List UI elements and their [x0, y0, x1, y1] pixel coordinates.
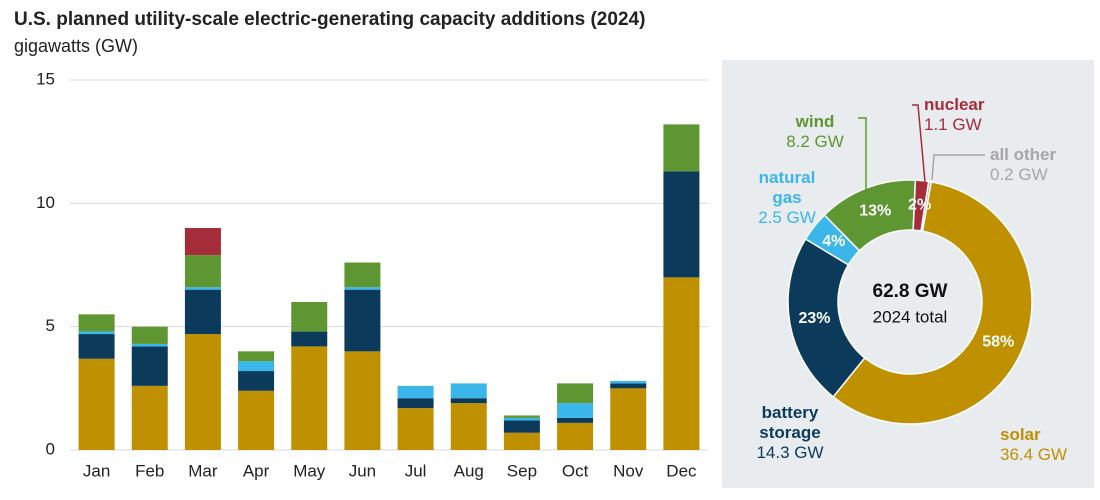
bar-segment: [663, 277, 700, 450]
leader-line: [858, 117, 867, 200]
bar-segment: [450, 398, 487, 404]
bar-segment: [344, 289, 381, 352]
slice-value: 14.3 GW: [756, 443, 824, 462]
slice-value: 8.2 GW: [786, 132, 844, 151]
bar-segment: [184, 289, 221, 335]
bar-segment: [291, 346, 328, 450]
slice-label: natural gas 2.5 GW: [742, 168, 832, 228]
bar-segment: [450, 403, 487, 450]
x-tick-label: Jun: [349, 461, 376, 480]
slice-label: nuclear 1.1 GW: [924, 95, 1024, 135]
bar-segment: [238, 361, 275, 372]
slice-label: wind 8.2 GW: [770, 112, 860, 152]
bar-segment: [131, 326, 168, 344]
slice-value: 2.5 GW: [758, 208, 816, 227]
bar-segment: [663, 124, 700, 172]
slice-name: solar: [1000, 425, 1041, 444]
x-tick-label: Jul: [405, 461, 427, 480]
bar-segment: [503, 432, 540, 450]
bar-segment: [184, 334, 221, 450]
bar-segment: [78, 314, 115, 332]
bar-segment: [238, 371, 275, 391]
donut-slice: [832, 180, 1033, 425]
slice-name: natural gas: [758, 168, 816, 207]
slice-value: 36.4 GW: [1000, 445, 1068, 464]
x-tick-label: Mar: [188, 461, 218, 480]
bar-segment: [557, 417, 594, 423]
bar-segment: [503, 420, 540, 433]
bar-segment: [238, 390, 275, 450]
bar-segment: [291, 302, 328, 332]
x-tick-label: Nov: [613, 461, 644, 480]
x-tick-label: May: [293, 461, 326, 480]
slice-value: 1.1 GW: [924, 115, 982, 134]
slice-name: battery storage: [759, 403, 821, 442]
bar-segment: [663, 171, 700, 278]
bar-segment: [238, 351, 275, 362]
percent-label: 4%: [822, 233, 845, 250]
donut-slice: [920, 180, 933, 232]
slice-name: wind: [795, 112, 835, 131]
bar-segment: [397, 398, 434, 409]
bar-segment: [450, 383, 487, 399]
bar-segment: [131, 385, 168, 450]
x-tick-label: Aug: [454, 461, 484, 480]
slice-label: solar 36.4 GW: [1000, 425, 1090, 465]
slice-name: nuclear: [924, 95, 985, 114]
bar-segment: [78, 331, 115, 335]
bar-segment: [397, 408, 434, 450]
bar-segment: [131, 346, 168, 386]
x-tick-label: Oct: [562, 461, 589, 480]
bar-segment: [291, 331, 328, 347]
center-sublabel: 2024 total: [873, 307, 948, 326]
y-tick-label: 5: [46, 316, 55, 335]
slice-label: all other 0.2 GW: [990, 145, 1090, 185]
bar-segment: [344, 287, 381, 290]
bar-segment: [344, 262, 381, 288]
bar-segment: [503, 415, 540, 418]
leader-line: [931, 154, 985, 181]
bar-segment: [131, 343, 168, 347]
x-tick-label: Feb: [135, 461, 164, 480]
percent-label: 58%: [982, 333, 1014, 350]
bar-segment: [184, 287, 221, 290]
percent-label: 13%: [859, 203, 891, 220]
bar-segment: [557, 422, 594, 450]
bar-segment: [78, 334, 115, 359]
bar-segment: [610, 388, 647, 450]
bar-segment: [397, 385, 434, 399]
slice-value: 0.2 GW: [990, 165, 1048, 184]
x-tick-label: Jan: [83, 461, 110, 480]
chart-subtitle: gigawatts (GW): [14, 36, 138, 56]
bar-segment: [610, 380, 647, 384]
y-tick-label: 15: [36, 69, 55, 88]
leader-line: [912, 104, 926, 183]
x-tick-label: Dec: [666, 461, 697, 480]
y-tick-label: 0: [46, 439, 55, 458]
center-label: 62.8 GW: [873, 281, 948, 302]
slice-label: battery storage 14.3 GW: [735, 403, 845, 463]
bar-segment: [78, 358, 115, 450]
x-tick-label: Sep: [507, 461, 537, 480]
slice-name: all other: [990, 145, 1057, 164]
chart-title: U.S. planned utility-scale electric-gene…: [14, 9, 645, 30]
bar-segment: [184, 228, 221, 256]
bar-segment: [503, 417, 540, 421]
bar-segment: [184, 255, 221, 288]
x-tick-label: Apr: [243, 461, 270, 480]
bar-segment: [557, 403, 594, 418]
y-tick-label: 10: [36, 193, 55, 212]
percent-label: 23%: [798, 310, 830, 327]
bar-segment: [610, 383, 647, 389]
bar-segment: [557, 383, 594, 404]
bar-segment: [344, 351, 381, 450]
